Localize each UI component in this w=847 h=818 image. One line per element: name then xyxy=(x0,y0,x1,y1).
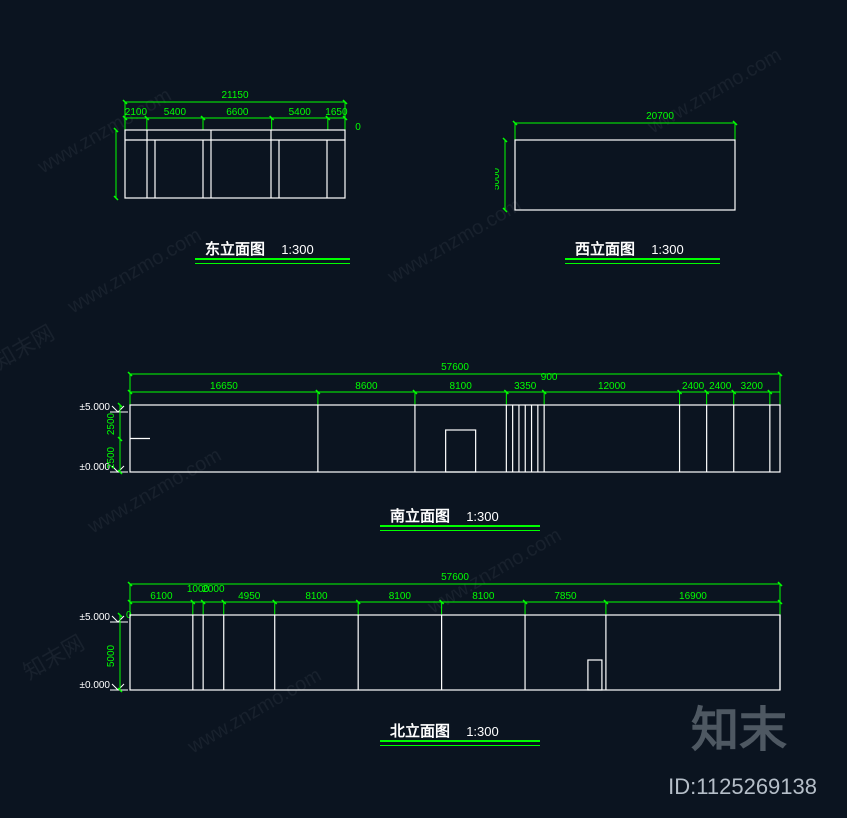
west-elevation-view: 20700 5000 xyxy=(495,105,755,260)
north-elevation-view: 57600 6100100020004950810081008100785016… xyxy=(60,570,800,740)
south-title-underline2 xyxy=(380,530,540,531)
svg-text:4950: 4950 xyxy=(238,591,261,602)
dim-south-total: 57600 xyxy=(441,362,469,373)
north-title-underline2 xyxy=(380,745,540,746)
north-vdim: 5000 xyxy=(106,644,117,667)
west-title-underline xyxy=(565,258,720,260)
svg-text:5400: 5400 xyxy=(289,107,312,118)
east-elevation-view: 21150 21005400660054001650 0 5000 xyxy=(110,90,370,260)
id-label: ID:1125269138 xyxy=(668,774,817,800)
svg-text:6600: 6600 xyxy=(226,107,249,118)
east-scale: 1:300 xyxy=(281,242,314,257)
dim-east-height: 5000 xyxy=(110,156,113,179)
north-level-bottom: ±0.000 xyxy=(79,680,110,691)
svg-text:16650: 16650 xyxy=(210,381,238,392)
svg-text:8100: 8100 xyxy=(472,591,495,602)
svg-text:6100: 6100 xyxy=(150,591,173,602)
east-right-zero: 0 xyxy=(355,122,361,133)
svg-text:8600: 8600 xyxy=(355,381,378,392)
svg-text:2100: 2100 xyxy=(125,107,148,118)
west-title-underline2 xyxy=(565,263,720,264)
svg-text:2000: 2000 xyxy=(202,584,225,595)
west-scale: 1:300 xyxy=(651,242,684,257)
svg-text:12000: 12000 xyxy=(598,381,626,392)
east-title: 东立面图 1:300 xyxy=(205,238,314,259)
south-scale: 1:300 xyxy=(466,509,499,524)
dim-west-height: 5000 xyxy=(495,167,502,190)
svg-text:8100: 8100 xyxy=(305,591,328,602)
east-title-text: 东立面图 xyxy=(205,241,265,258)
svg-text:2400: 2400 xyxy=(709,381,732,392)
south-vdim-0: 2500 xyxy=(106,412,117,435)
east-title-underline xyxy=(195,258,350,260)
svg-text:2400: 2400 xyxy=(682,381,705,392)
svg-text:7850: 7850 xyxy=(554,591,577,602)
south-level-top: ±5.000 xyxy=(79,402,110,413)
north-title-text: 北立面图 xyxy=(390,723,450,740)
dim-north-total: 57600 xyxy=(441,572,469,583)
south-title: 南立面图 1:300 xyxy=(390,505,499,526)
watermark-cn: 知末网 xyxy=(0,316,60,377)
dim-west-total: 20700 xyxy=(646,111,674,122)
south-title-text: 南立面图 xyxy=(390,508,450,525)
svg-text:8100: 8100 xyxy=(389,591,412,602)
west-title-text: 西立面图 xyxy=(575,241,635,258)
svg-text:16900: 16900 xyxy=(679,591,707,602)
west-title: 西立面图 1:300 xyxy=(575,238,684,259)
east-title-underline2 xyxy=(195,263,350,264)
svg-text:3200: 3200 xyxy=(741,381,764,392)
svg-text:8100: 8100 xyxy=(450,381,473,392)
svg-text:3350: 3350 xyxy=(514,381,537,392)
north-title: 北立面图 1:300 xyxy=(390,720,499,741)
svg-text:5400: 5400 xyxy=(164,107,187,118)
north-title-underline xyxy=(380,740,540,742)
dim-east-total: 21150 xyxy=(221,90,249,101)
south-vdim-1: 2500 xyxy=(106,446,117,469)
south-title-underline xyxy=(380,525,540,527)
svg-text:900: 900 xyxy=(541,372,558,383)
north-level-top: ±5.000 xyxy=(79,612,110,623)
north-scale: 1:300 xyxy=(466,724,499,739)
